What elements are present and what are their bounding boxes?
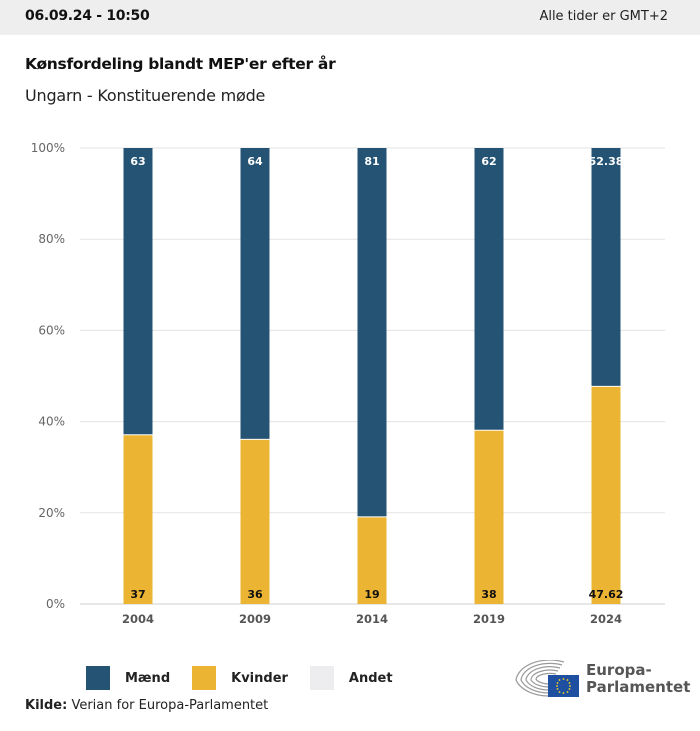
y-tick-label: 80%: [38, 232, 65, 246]
bar-segment-men: [123, 148, 153, 435]
bar-segment-men: [474, 148, 504, 430]
data-label-women: 37: [130, 588, 145, 601]
source-text: Verian for Europa-Parlamentet: [71, 698, 269, 713]
datetime: 06.09.24 - 10:50: [25, 8, 150, 24]
bar-segment-women: [357, 517, 387, 604]
legend-swatch-other: [309, 666, 334, 690]
data-label-women: 47.62: [589, 588, 624, 601]
chart-subtitle: Ungarn - Konstituerende møde: [25, 86, 266, 105]
bar-segment-women: [591, 386, 621, 604]
x-axis-ticks: 2004 2009 2014 2019 2024: [122, 612, 622, 626]
legend-item-other[interactable]: Andet: [309, 666, 393, 690]
data-label-men: 63: [130, 155, 145, 168]
x-tick-label: 2014: [356, 612, 388, 626]
data-label-men: 81: [364, 155, 379, 168]
bar-segment-men: [357, 148, 387, 517]
logo-text: Europa- Parlamentet: [586, 662, 690, 696]
legend-label: Mænd: [125, 670, 171, 686]
x-tick-label: 2024: [590, 612, 622, 626]
y-axis-ticks: 0% 20% 40% 60% 80% 100%: [31, 141, 65, 611]
data-labels: 63 37 64 36 81 19 62 38 52.38 47.62: [130, 155, 623, 601]
logo-line-2: Parlamentet: [586, 678, 691, 696]
y-tick-label: 40%: [38, 415, 65, 429]
y-tick-label: 0%: [46, 597, 65, 611]
data-label-men: 64: [247, 155, 263, 168]
logo-line-1: Europa-: [586, 661, 652, 679]
bar-segment-men: [591, 148, 621, 386]
legend-item-women[interactable]: Kvinder: [192, 666, 288, 690]
legend-swatch-men: [86, 666, 110, 690]
legend: Mænd Kvinder Andet: [86, 666, 415, 690]
y-tick-label: 100%: [31, 141, 65, 155]
legend-item-men[interactable]: Mænd: [86, 666, 170, 690]
bar-segment-women: [474, 430, 504, 604]
top-bar: 06.09.24 - 10:50 Alle tider er GMT+2: [0, 0, 700, 35]
data-label-men: 52.38: [589, 155, 624, 168]
european-parliament-logo: Europa- Parlamentet: [514, 659, 690, 702]
y-tick-label: 60%: [38, 323, 65, 337]
source-label: Kilde:: [25, 698, 68, 713]
legend-label: Andet: [348, 670, 393, 686]
source-note: Kilde: Verian for Europa-Parlamentet: [25, 698, 268, 713]
timezone-note: Alle tider er GMT+2: [539, 9, 668, 24]
bar-segment-men: [240, 148, 270, 439]
x-tick-label: 2019: [473, 612, 505, 626]
stacked-bar-chart: 0%20%40%60%80%100% 2004 2009 2014 2019 2024 …: [31, 141, 665, 626]
bar-segment-women: [240, 439, 270, 604]
x-tick-label: 2004: [122, 612, 154, 626]
data-label-women: 36: [247, 588, 263, 601]
legend-swatch-women: [192, 666, 217, 690]
chart-title: Kønsfordeling blandt MEP'er efter år: [25, 55, 336, 73]
y-tick-label: 20%: [38, 506, 65, 520]
bars: [123, 148, 621, 604]
x-tick-label: 2009: [239, 612, 271, 626]
legend-label: Kvinder: [231, 670, 288, 686]
eu-flag-icon: [548, 675, 579, 697]
data-label-women: 38: [481, 588, 496, 601]
data-label-women: 19: [364, 588, 379, 601]
parliament-hemicycle-icon: [515, 659, 579, 697]
data-label-men: 62: [481, 155, 496, 168]
bar-segment-women: [123, 435, 153, 604]
